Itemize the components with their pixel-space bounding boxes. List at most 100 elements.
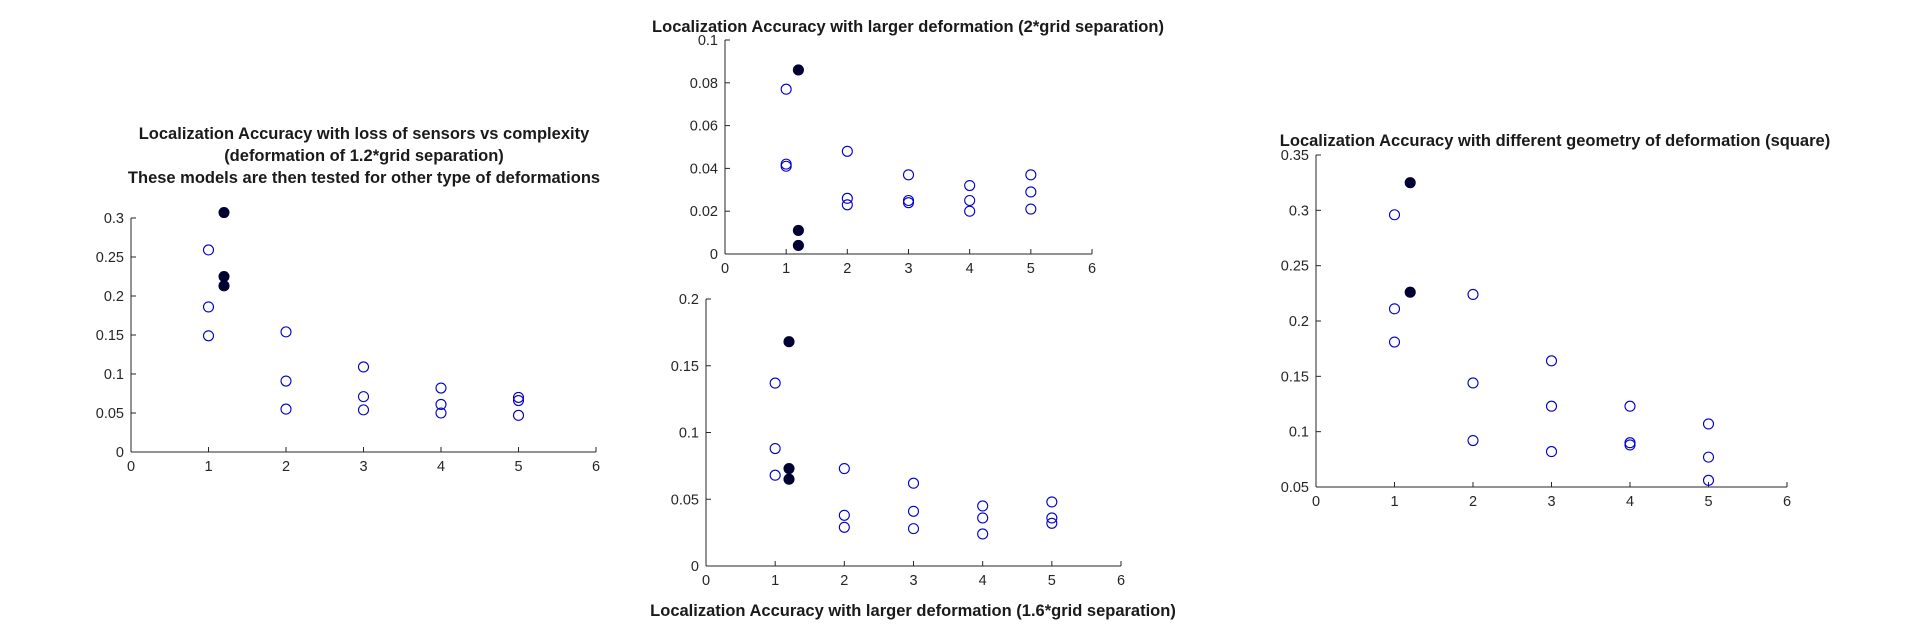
x-tick-label: 6 bbox=[592, 459, 600, 475]
filled-data-point bbox=[783, 473, 795, 485]
x-tick-label: 0 bbox=[1312, 494, 1320, 510]
chart-title: Localization Accuracy with loss of senso… bbox=[139, 125, 590, 143]
x-tick-label: 5 bbox=[1704, 494, 1712, 510]
open-data-point bbox=[1545, 400, 1558, 412]
y-tick-label: 0 bbox=[116, 445, 124, 461]
x-tick-label: 4 bbox=[979, 573, 987, 589]
chart-left: 0 1 2 3 4 5 6 0 0.05 0.1 0.15 0.2 0.25 0.3 Localizatio… bbox=[96, 125, 600, 475]
chart-right: 0 1 2 3 4 5 6 0.05 0.1 0.15 0.2 0.25 0.3 0.35Localiza… bbox=[1280, 132, 1830, 510]
x-tick-label: 3 bbox=[909, 573, 917, 589]
chart-title: These models are then tested for other t… bbox=[128, 169, 600, 187]
x-tick-label: 1 bbox=[771, 573, 779, 589]
open-data-point bbox=[964, 205, 976, 217]
y-tick-label: 0.05 bbox=[96, 406, 124, 422]
x-tick-label: 6 bbox=[1117, 573, 1125, 589]
open-data-point bbox=[202, 301, 215, 313]
filled-data-point bbox=[792, 224, 804, 237]
open-data-point bbox=[1046, 517, 1058, 529]
x-tick-label: 1 bbox=[1390, 494, 1398, 510]
y-tick-label: 0.02 bbox=[690, 204, 718, 220]
filled-data-point bbox=[792, 64, 804, 76]
open-data-point bbox=[202, 330, 215, 342]
y-tick-label: 0.15 bbox=[1281, 369, 1309, 385]
open-data-point bbox=[357, 391, 370, 403]
open-data-point bbox=[1467, 288, 1479, 300]
open-data-point bbox=[780, 83, 792, 95]
filled-data-point bbox=[218, 206, 230, 219]
open-data-point bbox=[838, 509, 850, 521]
y-tick-label: 0.08 bbox=[690, 76, 718, 92]
open-data-point bbox=[902, 197, 915, 209]
chart-top-middle: 0 1 2 3 4 5 6 0 0.02 0.04 0.06 0.08 0.1Localization … bbox=[652, 18, 1164, 277]
y-tick-label: 0.06 bbox=[690, 119, 718, 135]
open-data-point bbox=[964, 179, 976, 192]
y-tick-label: 0.3 bbox=[104, 211, 124, 227]
open-data-point bbox=[907, 505, 920, 517]
open-data-point bbox=[902, 194, 915, 207]
open-data-point bbox=[280, 403, 292, 415]
open-data-point bbox=[1388, 336, 1401, 348]
y-tick-label: 0.1 bbox=[104, 367, 124, 383]
open-data-point bbox=[512, 394, 525, 407]
y-tick-label: 0 bbox=[710, 247, 718, 263]
open-data-point bbox=[964, 194, 976, 207]
y-tick-label: 0.1 bbox=[1289, 425, 1309, 441]
x-tick-label: 4 bbox=[966, 261, 974, 277]
open-data-point bbox=[1388, 209, 1401, 221]
filled-data-point bbox=[792, 239, 804, 251]
x-tick-label: 2 bbox=[282, 459, 290, 475]
x-tick-label: 0 bbox=[702, 573, 710, 589]
filled-data-point bbox=[1404, 177, 1416, 189]
x-tick-label: 5 bbox=[1027, 261, 1035, 277]
open-data-point bbox=[1624, 439, 1636, 451]
open-data-point bbox=[280, 375, 292, 387]
chart-title: Localization Accuracy with larger deform… bbox=[652, 18, 1164, 36]
open-data-point bbox=[1624, 437, 1636, 449]
y-tick-label: 0.04 bbox=[690, 161, 718, 177]
chart-title: (deformation of 1.2*grid separation) bbox=[224, 147, 504, 165]
x-tick-label: 6 bbox=[1088, 261, 1096, 277]
y-tick-label: 0.3 bbox=[1289, 203, 1309, 219]
open-data-point bbox=[512, 391, 525, 403]
x-tick-label: 4 bbox=[437, 459, 445, 475]
open-data-point bbox=[1624, 400, 1636, 412]
open-data-point bbox=[435, 382, 447, 394]
x-tick-label: 6 bbox=[1783, 494, 1791, 510]
open-data-point bbox=[280, 326, 292, 338]
open-data-point bbox=[841, 199, 853, 211]
open-data-point bbox=[1702, 451, 1715, 463]
y-tick-label: 0.15 bbox=[671, 359, 699, 375]
open-data-point bbox=[1046, 512, 1058, 524]
filled-data-point bbox=[218, 270, 230, 283]
y-tick-label: 0.25 bbox=[1281, 259, 1309, 275]
x-tick-label: 0 bbox=[127, 459, 135, 475]
open-data-point bbox=[1025, 186, 1037, 198]
open-data-point bbox=[1388, 303, 1401, 315]
open-data-point bbox=[780, 160, 792, 172]
y-tick-label: 0.05 bbox=[671, 492, 699, 508]
open-data-point bbox=[838, 521, 850, 533]
open-data-point bbox=[841, 145, 853, 157]
open-data-point bbox=[435, 398, 447, 410]
x-tick-label: 3 bbox=[1547, 494, 1555, 510]
open-data-point bbox=[1467, 377, 1479, 389]
y-tick-label: 0.2 bbox=[104, 289, 124, 305]
open-data-point bbox=[977, 500, 989, 512]
open-data-point bbox=[357, 404, 370, 416]
open-data-point bbox=[977, 512, 989, 524]
open-data-point bbox=[902, 169, 915, 181]
x-tick-label: 3 bbox=[904, 261, 912, 277]
x-tick-label: 3 bbox=[359, 459, 367, 475]
open-data-point bbox=[780, 158, 792, 170]
open-data-point bbox=[1545, 446, 1558, 458]
open-data-point bbox=[769, 442, 781, 455]
x-tick-label: 0 bbox=[721, 261, 729, 277]
x-tick-label: 5 bbox=[514, 459, 522, 475]
open-data-point bbox=[1025, 203, 1037, 215]
open-data-point bbox=[1702, 474, 1715, 486]
chart-title: Localization Accuracy with different geo… bbox=[1280, 132, 1830, 150]
open-data-point bbox=[1025, 169, 1037, 181]
open-data-point bbox=[907, 523, 920, 535]
y-tick-label: 0 bbox=[691, 559, 699, 575]
